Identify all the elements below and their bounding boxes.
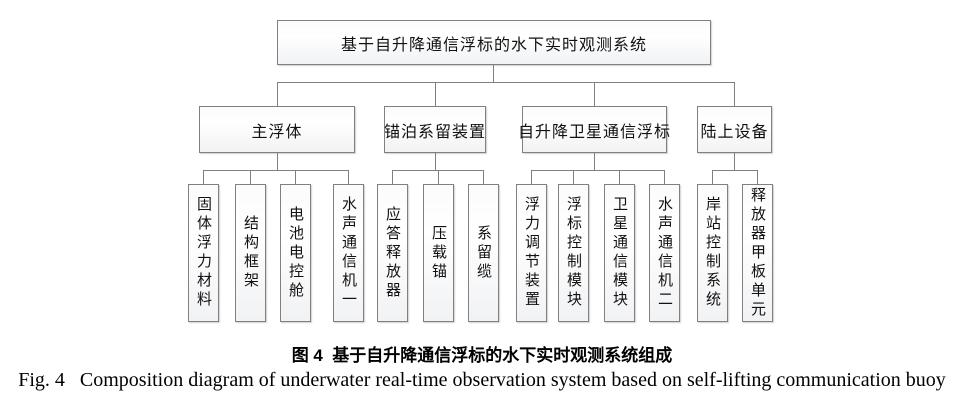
- connector-group1-bus: [203, 170, 349, 171]
- connector-group1-child3: [295, 170, 296, 184]
- connector-group4-child1: [712, 170, 713, 184]
- branch-node-satellite-comm-buoy: 自升降卫星通信浮标: [518, 106, 670, 153]
- leaf-node-shore-station-control: 岸站控制系统: [697, 184, 728, 322]
- connector-group2-child3: [483, 170, 484, 184]
- connector-group1-child2: [250, 170, 251, 184]
- leaf-node-acoustic-communicator-2: 水声通信机二: [649, 184, 680, 322]
- leaf-label-solid-buoyancy-material: 固体浮力材料: [195, 196, 212, 310]
- connector-drop-main-float: [277, 82, 278, 106]
- connector-group4-child2: [757, 170, 758, 184]
- leaf-node-structural-frame: 结构框架: [235, 184, 266, 322]
- leaf-node-buoy-control-module: 浮标控制模块: [558, 184, 589, 322]
- connector-group2-child2: [438, 170, 439, 184]
- figure-caption-en: Fig. 4 Composition diagram of underwater…: [18, 369, 946, 391]
- leaf-node-buoyancy-adjust-device: 浮力调节装置: [516, 184, 547, 322]
- branch-label-main-float-body: 主浮体: [251, 123, 303, 141]
- root-node-observation-system: 基于自升降通信浮标的水下实时观测系统: [277, 20, 711, 65]
- connector-root-drop: [493, 65, 494, 82]
- root-node-label: 基于自升降通信浮标的水下实时观测系统: [340, 36, 647, 54]
- connector-level1-bus: [277, 82, 735, 83]
- connector-drop-mooring: [435, 82, 436, 106]
- branch-node-main-float-body: 主浮体: [199, 106, 355, 153]
- branch-label-shore-equipment: 陆上设备: [700, 123, 769, 141]
- branch-label-mooring-device: 锚泊系留装置: [384, 123, 487, 141]
- leaf-label-ballast-anchor: 压载锚: [430, 224, 447, 282]
- leaf-node-mooring-cable: 系留缆: [468, 184, 499, 322]
- leaf-node-acoustic-communicator-1: 水声通信机一: [333, 184, 364, 322]
- leaf-node-solid-buoyancy-material: 固体浮力材料: [188, 184, 219, 322]
- connector-group4-bus: [712, 170, 758, 171]
- connector-group2-child1: [392, 170, 393, 184]
- branch-node-mooring-device: 锚泊系留装置: [384, 106, 486, 153]
- figure-caption-zh: 图 4 基于自升降通信浮标的水下实时观测系统组成: [291, 346, 673, 365]
- connector-drop-satellite-buoy: [594, 82, 595, 106]
- leaf-label-buoyancy-adjust-device: 浮力调节装置: [523, 196, 540, 310]
- leaf-node-release-deck-unit: 释放器甲板单元: [742, 184, 773, 322]
- connector-group1-drop: [277, 153, 278, 170]
- leaf-label-satellite-comm-module: 卫星通信模块: [611, 196, 628, 310]
- leaf-label-buoy-control-module: 浮标控制模块: [565, 196, 582, 310]
- leaf-label-battery-control-cabin: 电池电控舱: [287, 205, 304, 301]
- connector-group3-bus: [531, 170, 665, 171]
- leaf-label-transponder-release: 应答释放器: [384, 205, 401, 301]
- connector-group3-drop: [594, 153, 595, 170]
- leaf-label-release-deck-unit: 释放器甲板单元: [749, 186, 766, 320]
- connector-group1-child4: [348, 170, 349, 184]
- branch-node-shore-equipment: 陆上设备: [697, 106, 772, 153]
- leaf-node-battery-control-cabin: 电池电控舱: [280, 184, 311, 322]
- leaf-node-satellite-comm-module: 卫星通信模块: [604, 184, 635, 322]
- connector-group1-child1: [203, 170, 204, 184]
- leaf-label-acoustic-communicator-1: 水声通信机一: [340, 196, 357, 310]
- connector-group4-drop: [734, 153, 735, 170]
- connector-group3-child2: [573, 170, 574, 184]
- leaf-label-mooring-cable: 系留缆: [475, 224, 492, 282]
- leaf-node-transponder-release: 应答释放器: [377, 184, 408, 322]
- connector-group2-drop: [435, 153, 436, 170]
- branch-label-satellite-comm-buoy: 自升降卫星通信浮标: [518, 123, 672, 141]
- connector-drop-shore: [734, 82, 735, 106]
- connector-group3-child4: [664, 170, 665, 184]
- connector-group3-child3: [619, 170, 620, 184]
- leaf-node-ballast-anchor: 压载锚: [423, 184, 454, 322]
- leaf-label-shore-station-control: 岸站控制系统: [704, 196, 721, 310]
- leaf-label-acoustic-communicator-2: 水声通信机二: [656, 196, 673, 310]
- connector-group3-child1: [531, 170, 532, 184]
- leaf-label-structural-frame: 结构框架: [242, 215, 259, 291]
